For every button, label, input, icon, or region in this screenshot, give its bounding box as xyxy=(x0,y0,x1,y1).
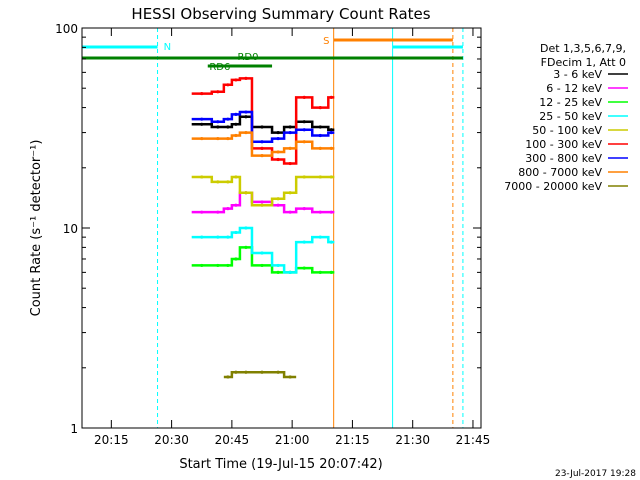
x-tick-label-5: 21:15 xyxy=(335,433,370,447)
series-line-2 xyxy=(191,191,335,214)
legend-label-1: 3 - 6 keV xyxy=(553,68,602,81)
series-3 xyxy=(191,245,335,274)
series-line-5 xyxy=(191,175,335,207)
x-tick-label-2: 20:30 xyxy=(154,433,189,447)
series-8 xyxy=(191,130,335,158)
x-axis: 20:15 20:30 20:45 21:00 21:15 21:30 21:45 xyxy=(94,28,490,447)
legend-label-4: 25 - 50 keV xyxy=(539,110,602,123)
annotation-n: N xyxy=(164,42,171,53)
x-tick-label-3: 20:45 xyxy=(215,433,250,447)
series-line-4 xyxy=(191,226,335,274)
series-1 xyxy=(191,115,335,135)
annotation-rd6: RD6 xyxy=(209,62,230,73)
x-tick-label-4: 21:00 xyxy=(275,433,310,447)
x-axis-label: Start Time (19-Jul-15 20:07:42) xyxy=(179,457,382,472)
series-line-3 xyxy=(191,246,335,274)
legend-label-7: 300 - 800 keV xyxy=(525,152,602,165)
series-6 xyxy=(191,76,335,166)
legend: Det 1,3,5,6,7,9,FDecim 1, Att 03 - 6 keV… xyxy=(504,42,628,193)
plot-frame xyxy=(81,27,482,429)
series-line-7 xyxy=(191,110,335,143)
annotation-rd0: RD0 xyxy=(237,52,258,63)
legend-label-9: 7000 - 20000 keV xyxy=(504,180,602,193)
legend-label-3: 12 - 25 keV xyxy=(539,96,602,109)
x-tick-label-7: 21:45 xyxy=(456,433,491,447)
legend-label-6: 100 - 300 keV xyxy=(525,138,602,151)
x-tick-label-1: 20:15 xyxy=(94,433,129,447)
series-2 xyxy=(191,191,335,214)
y-tick-label-3: 100 xyxy=(55,22,78,36)
annotation-s: S xyxy=(323,36,329,47)
y-tick-label-2: 10 xyxy=(63,222,78,236)
legend-label-5: 50 - 100 keV xyxy=(532,124,602,137)
plot-area: N RD0 RD6 S xyxy=(81,27,482,429)
x-tick-label-6: 21:30 xyxy=(395,433,430,447)
y-tick-label-1: 1 xyxy=(70,422,78,436)
legend-label-2: 6 - 12 keV xyxy=(546,82,602,95)
series-line-8 xyxy=(191,131,335,157)
legend-header-1: Det 1,3,5,6,7,9, xyxy=(540,42,626,55)
series-line-6 xyxy=(191,77,335,165)
legend-header-2: FDecim 1, Att 0 xyxy=(541,56,626,69)
series-9 xyxy=(223,370,297,379)
legend-label-8: 800 - 7000 keV xyxy=(518,166,602,179)
footer-date: 23-Jul-2017 19:28 xyxy=(555,469,636,479)
series-4 xyxy=(191,226,335,274)
chart-title: HESSI Observing Summary Count Rates xyxy=(131,5,430,23)
series-5 xyxy=(191,175,335,207)
series-line-1 xyxy=(191,115,335,134)
series-line-9 xyxy=(223,370,297,379)
y-axis: 1 10 100 xyxy=(55,22,481,436)
series-7 xyxy=(191,110,335,144)
y-axis-label: Count Rate (s⁻¹ detector⁻¹) xyxy=(29,140,44,317)
